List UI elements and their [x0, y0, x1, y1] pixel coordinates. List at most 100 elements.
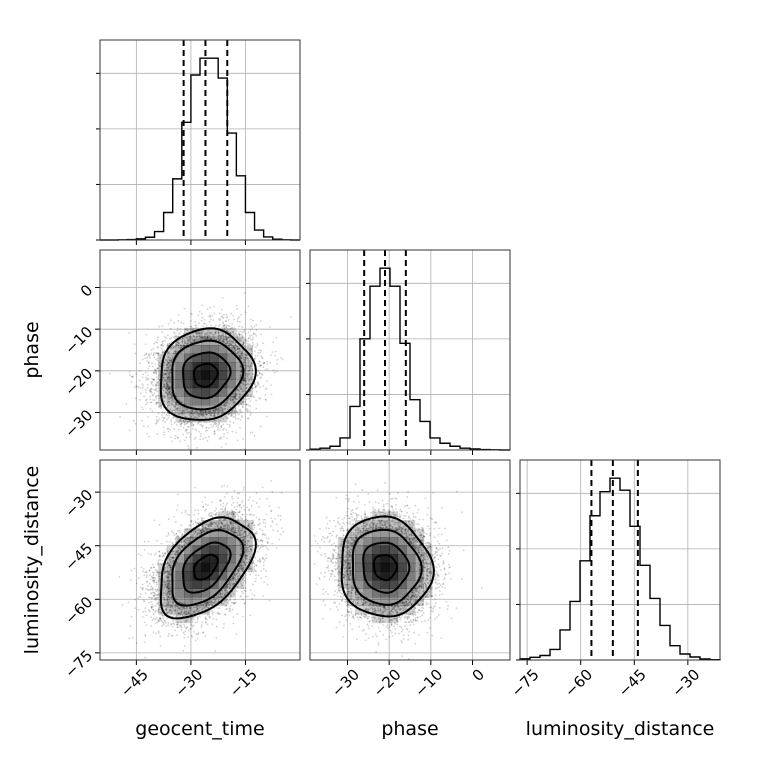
sample-point [141, 358, 144, 361]
sample-point [129, 625, 132, 628]
sample-point [222, 340, 225, 343]
sample-point [196, 518, 199, 520]
sample-point [146, 432, 149, 435]
density-cell [209, 327, 219, 337]
sample-point [187, 540, 190, 543]
sample-point [178, 547, 181, 549]
sample-point [204, 496, 207, 499]
sample-point [238, 316, 240, 319]
sample-point [177, 626, 180, 629]
sample-point [168, 391, 171, 394]
sample-point [264, 521, 267, 524]
sample-point [167, 376, 170, 379]
sample-point [174, 350, 177, 353]
sample-point [156, 420, 159, 423]
sample-point [165, 366, 168, 369]
sample-point [191, 413, 194, 416]
sample-point [374, 633, 377, 636]
sample-point [161, 342, 164, 345]
sample-point [152, 577, 155, 579]
sample-point [150, 607, 153, 610]
sample-point [264, 518, 266, 521]
sample-point [169, 359, 172, 362]
sample-point [238, 492, 241, 495]
panel-frame [519, 459, 721, 661]
sample-point [252, 521, 255, 524]
sample-point [218, 413, 221, 416]
sample-point [171, 399, 174, 401]
sample-point [172, 356, 174, 358]
sample-point [240, 356, 243, 359]
sample-point [196, 335, 199, 337]
sample-point [252, 561, 255, 564]
sample-point [214, 331, 217, 334]
sample-point [207, 504, 209, 507]
sample-point [255, 502, 258, 504]
sample-point [183, 623, 186, 626]
sample-point [218, 339, 221, 342]
sample-point [202, 414, 205, 417]
sample-point [150, 625, 153, 627]
sample-point [252, 344, 255, 346]
panel-frame [309, 249, 511, 451]
sample-point [140, 554, 142, 557]
sample-point [200, 413, 203, 416]
sample-point [159, 404, 162, 407]
sample-point [205, 426, 208, 429]
sample-point [221, 409, 223, 412]
sample-point [177, 342, 180, 344]
sample-point [231, 326, 233, 329]
sample-point [222, 337, 225, 340]
sample-point [246, 535, 248, 537]
sample-point [144, 357, 147, 360]
density-cell [218, 379, 228, 389]
sample-point [153, 392, 156, 395]
sample-point [205, 324, 208, 326]
sample-point [181, 338, 184, 340]
sample-point [178, 412, 180, 415]
sample-point [204, 617, 207, 620]
sample-point [222, 322, 224, 325]
sample-point [245, 354, 248, 357]
sample-point [168, 343, 171, 345]
sample-point [245, 373, 248, 376]
sample-point [233, 506, 236, 509]
sample-point [180, 346, 183, 349]
sample-point [239, 320, 241, 323]
sample-point [242, 361, 245, 364]
sample-point [139, 398, 142, 401]
sample-point [204, 409, 207, 412]
density-cell [166, 580, 176, 589]
sample-point [204, 503, 207, 506]
sample-point [158, 365, 161, 367]
sample-point [155, 388, 157, 391]
sample-point [154, 622, 157, 625]
sample-point [155, 574, 158, 577]
sample-point [236, 492, 239, 495]
sample-point [169, 393, 172, 396]
sample-point [243, 398, 246, 400]
sample-point [163, 369, 166, 372]
sample-point [240, 506, 243, 509]
sample-point [222, 324, 225, 327]
density-cell [175, 362, 185, 372]
sample-point [243, 384, 246, 386]
density-cell [184, 379, 193, 389]
sample-point [143, 600, 145, 603]
sample-point [169, 360, 172, 363]
sample-point [194, 531, 197, 534]
sample-point [232, 395, 234, 398]
sample-point [252, 499, 255, 502]
sample-point [248, 526, 251, 528]
sample-point [221, 297, 224, 299]
sample-point [222, 408, 224, 411]
sample-point [330, 543, 333, 546]
sample-point [157, 363, 160, 366]
sample-point [167, 387, 170, 390]
sample-point [148, 435, 151, 438]
sample-point [203, 420, 205, 423]
sample-point [197, 633, 199, 636]
sample-point [158, 554, 161, 557]
sample-point [151, 596, 154, 599]
sample-point [204, 333, 207, 336]
